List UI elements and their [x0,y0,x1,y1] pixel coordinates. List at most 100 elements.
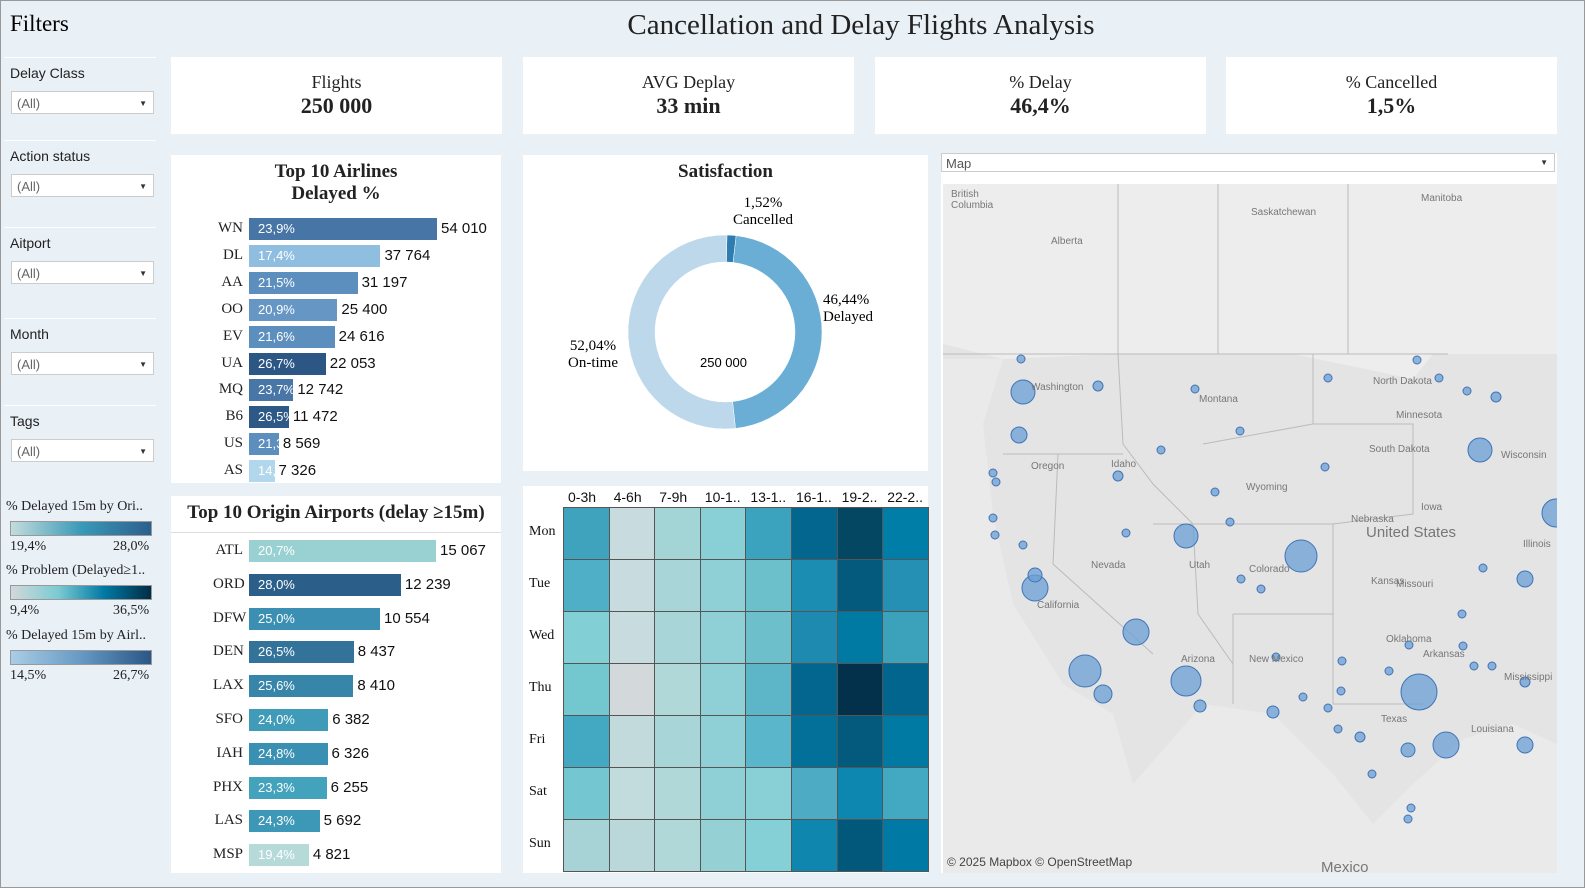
heatmap-cell[interactable] [608,663,656,716]
bar[interactable]: 23,7% [249,379,294,402]
heatmap-cell[interactable] [563,559,610,612]
filter-dropdown[interactable]: (All) ▼ [11,261,154,284]
airport-point[interactable] [1367,769,1377,779]
heatmap-cell[interactable] [699,767,747,820]
airport-point[interactable] [1354,731,1366,743]
bar[interactable]: 26,5% [249,406,289,429]
heatmap-cell[interactable] [654,715,701,768]
heatmap-cell[interactable] [654,507,701,560]
airport-point[interactable] [1298,692,1308,702]
filter-dropdown[interactable]: (All) ▼ [11,439,154,462]
airport-point[interactable] [1010,379,1036,405]
bar[interactable]: 14,5% [249,460,275,483]
airport-point[interactable] [990,530,1000,540]
heatmap-cell[interactable] [563,767,610,820]
chevron-down-icon[interactable]: ▼ [139,447,147,456]
airport-point[interactable] [1516,570,1534,588]
heatmap-cell[interactable] [745,559,792,612]
heatmap-cell[interactable] [654,819,701,872]
airport-point[interactable] [1337,656,1347,666]
airport-point[interactable] [1092,380,1104,392]
airport-point[interactable] [1490,391,1502,403]
bar[interactable]: 21,5% [249,271,358,294]
airport-point[interactable] [1266,705,1280,719]
airport-point[interactable] [1112,470,1124,482]
filter-dropdown[interactable]: (All) ▼ [11,352,154,375]
chevron-down-icon[interactable]: ▼ [1540,158,1548,167]
airport-point[interactable] [1541,498,1557,528]
filter-dropdown[interactable]: (All) ▼ [11,174,154,197]
heatmap-cell[interactable] [563,819,610,872]
airport-point[interactable] [1093,684,1113,704]
heatmap-cell[interactable] [699,611,747,664]
bar[interactable]: 23,9% [249,218,437,240]
airport-point[interactable] [1400,673,1438,711]
heatmap-cell[interactable] [563,507,610,560]
airport-point[interactable] [1210,487,1220,497]
filter-dropdown[interactable]: (All) ▼ [11,91,154,114]
airport-point[interactable] [1457,609,1467,619]
airport-point[interactable] [1519,676,1531,688]
heatmap-cell[interactable] [654,611,701,664]
chevron-down-icon[interactable]: ▼ [139,99,147,108]
heatmap-cell[interactable] [836,663,884,716]
heatmap-cell[interactable] [608,611,656,664]
airport-point[interactable] [1458,641,1468,651]
bar[interactable]: 23,3% [249,776,327,799]
airport-point[interactable] [1478,563,1488,573]
airport-point[interactable] [1193,699,1207,713]
heatmap-cell[interactable] [791,611,838,664]
airport-point[interactable] [1271,652,1281,662]
heatmap-cell[interactable] [836,715,884,768]
airport-point[interactable] [1256,584,1266,594]
airport-point[interactable] [1068,654,1102,688]
bar[interactable]: 20,7% [249,540,436,562]
heatmap-cell[interactable] [608,559,656,612]
donut-slice-on-time[interactable] [627,234,736,430]
airport-point[interactable] [988,513,998,523]
heatmap-cell[interactable] [882,611,929,664]
heatmap-cell[interactable] [745,663,792,716]
airport-point[interactable] [1403,814,1413,824]
heatmap-cell[interactable] [699,559,747,612]
heatmap-cell[interactable] [791,663,838,716]
bar[interactable]: 21,3% [249,433,279,456]
heatmap-cell[interactable] [654,663,701,716]
donut-slice-delayed[interactable] [732,235,823,429]
heatmap-cell[interactable] [608,767,656,820]
airport-point[interactable] [1404,640,1414,650]
airport-point[interactable] [1010,426,1028,444]
airport-point[interactable] [1432,731,1460,759]
heatmap-cell[interactable] [836,611,884,664]
chevron-down-icon[interactable]: ▼ [139,269,147,278]
airport-point[interactable] [1236,574,1246,584]
airport-point[interactable] [1400,742,1416,758]
heatmap-cell[interactable] [882,767,929,820]
bar[interactable]: 17,4% [249,244,381,267]
bar[interactable]: 20,9% [249,298,338,321]
airport-point[interactable] [1018,540,1028,550]
airport-point[interactable] [991,477,1001,487]
airport-point[interactable] [1487,661,1497,671]
heatmap-cell[interactable] [745,767,792,820]
airport-point[interactable] [1323,703,1333,713]
airport-point[interactable] [1516,736,1534,754]
airport-point[interactable] [1122,618,1150,646]
heatmap-cell[interactable] [882,715,929,768]
airport-point[interactable] [1225,517,1235,527]
heatmap-cell[interactable] [563,663,610,716]
airport-point[interactable] [1235,426,1245,436]
heatmap-cell[interactable] [563,611,610,664]
heatmap-cell[interactable] [654,559,701,612]
airport-point[interactable] [1156,445,1166,455]
heatmap-cell[interactable] [836,507,884,560]
map-dropdown[interactable]: Map ▼ [941,153,1555,172]
heatmap-cell[interactable] [745,611,792,664]
heatmap-cell[interactable] [699,663,747,716]
airport-point[interactable] [1027,567,1043,583]
airport-point[interactable] [1469,661,1479,671]
airport-point[interactable] [1333,724,1343,734]
bar[interactable]: 24,8% [249,742,328,765]
map-canvas[interactable] [943,184,1557,873]
heatmap-cell[interactable] [791,715,838,768]
